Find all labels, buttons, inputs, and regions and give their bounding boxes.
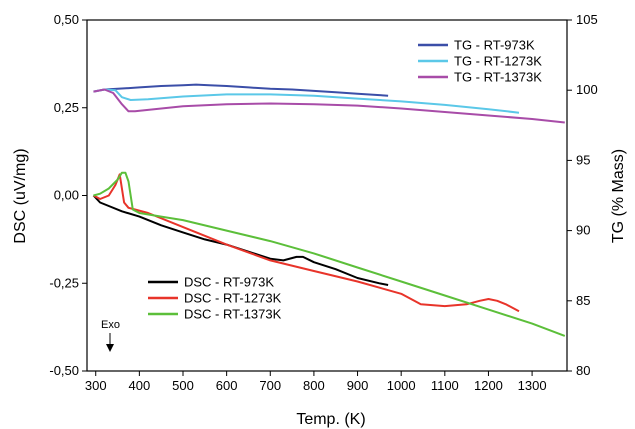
- y-right-tick-label: 85: [576, 293, 590, 308]
- legend-label: DSC - RT-1373K: [184, 307, 282, 322]
- y-left-tick-label: -0,50: [49, 363, 79, 378]
- y-left-tick-label: -0,25: [49, 275, 79, 290]
- series-line: [93, 88, 520, 114]
- y-right-tick-label: 80: [576, 363, 590, 378]
- y-left-tick-label: 0,00: [54, 188, 79, 203]
- series-lines: [92, 83, 566, 337]
- x-tick-label: 1100: [431, 378, 459, 393]
- x-tick-label: 500: [172, 378, 194, 393]
- y-left-tick-label: 0,50: [54, 12, 79, 27]
- legend-label: DSC - RT-1273K: [184, 291, 282, 306]
- y-left-tick-label: 0,25: [54, 100, 79, 115]
- y-axis-left-title: DSC (uV/mg): [12, 148, 29, 243]
- y-right-tick-label: 105: [576, 12, 598, 27]
- series-line: [93, 83, 389, 97]
- legend-label: TG - RT-973K: [454, 38, 535, 53]
- x-tick-label: 1300: [518, 378, 547, 393]
- legend-label: DSC - RT-973K: [184, 275, 274, 290]
- legend-label: TG - RT-1373K: [454, 70, 542, 85]
- series-line: [93, 173, 520, 313]
- y-axis-right-title: TG (% Mass): [610, 149, 627, 243]
- y-right-tick-label: 95: [576, 152, 590, 167]
- series-line: [92, 194, 389, 286]
- legend-label: TG - RT-1273K: [454, 54, 542, 69]
- x-axis-title: Temp. (K): [296, 411, 365, 428]
- annotation-text: Exo: [101, 319, 120, 331]
- arrow-down-icon: [106, 344, 114, 352]
- y-right-tick-label: 100: [576, 82, 598, 97]
- x-tick-label: 600: [216, 378, 238, 393]
- axis-ticks: 300 400 500 600 700 800 900 1000 1100 1200 1300 0,5…: [49, 12, 597, 393]
- x-tick-label: 400: [129, 378, 151, 393]
- y-right-tick-label: 90: [576, 223, 590, 238]
- x-tick-label: 1000: [387, 378, 416, 393]
- series-line: [93, 171, 566, 337]
- x-tick-label: 700: [259, 378, 281, 393]
- x-tick-label: 900: [347, 378, 369, 393]
- x-tick-label: 800: [303, 378, 325, 393]
- x-tick-label: 300: [85, 378, 107, 393]
- series-line: [93, 88, 565, 124]
- x-tick-label: 1200: [474, 378, 503, 393]
- exo-annotation: Exo: [101, 319, 120, 352]
